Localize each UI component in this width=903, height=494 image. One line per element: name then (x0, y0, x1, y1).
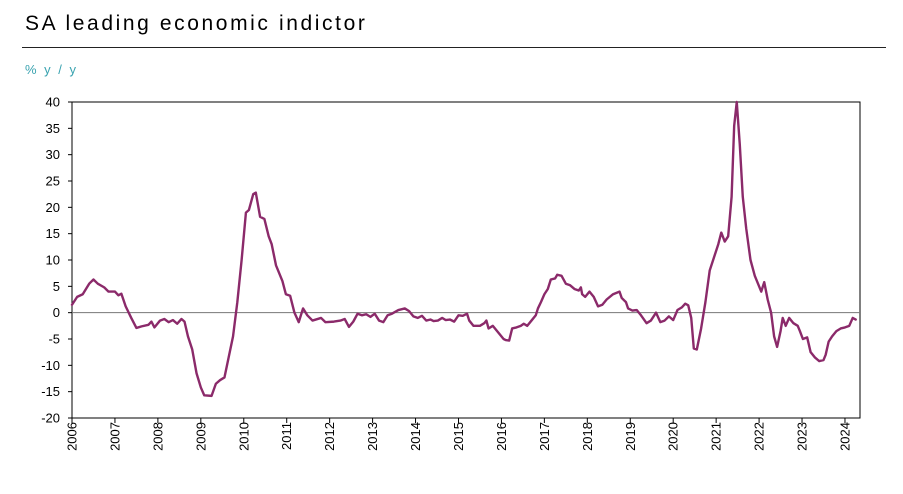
x-tick-label: 2010 (236, 422, 251, 451)
y-tick-label: 30 (46, 147, 60, 162)
x-tick-label: 2023 (795, 422, 810, 451)
x-tick-label: 2024 (837, 422, 852, 451)
y-tick-label: -20 (41, 411, 60, 426)
y-tick-label: 0 (53, 305, 60, 320)
title-divider (22, 47, 886, 48)
x-tick-label: 2013 (365, 422, 380, 451)
y-tick-label: 40 (46, 95, 60, 110)
series-line (70, 100, 857, 398)
y-tick-label: -5 (48, 332, 60, 347)
y-axis-unit-label: % y / y (25, 62, 79, 77)
y-tick-label: 15 (46, 226, 60, 241)
y-tick-label: 20 (46, 200, 60, 215)
x-tick-label: 2022 (752, 422, 767, 451)
y-tick-label: 10 (46, 253, 60, 268)
x-tick-label: 2008 (150, 422, 165, 451)
x-tick-label: 2007 (107, 422, 122, 451)
y-tick-label: 35 (46, 121, 60, 136)
x-tick-label: 2011 (279, 422, 294, 450)
x-tick-label: 2017 (537, 422, 552, 451)
x-tick-label: 2006 (65, 422, 80, 451)
x-tick-label: 2020 (666, 422, 681, 451)
y-tick-label: 25 (46, 174, 60, 189)
chart-title: SA leading economic indictor (25, 12, 368, 35)
x-tick-label: 2016 (494, 422, 509, 451)
x-tick-label: 2018 (580, 422, 595, 451)
y-tick-label: -10 (41, 358, 60, 373)
y-tick-label: -15 (41, 384, 60, 399)
x-tick-label: 2015 (451, 422, 466, 451)
x-tick-label: 2021 (709, 422, 724, 451)
x-tick-label: 2014 (408, 422, 423, 451)
x-tick-label: 2012 (322, 422, 337, 451)
y-tick-label: 5 (53, 279, 60, 294)
x-tick-label: 2019 (623, 422, 638, 451)
x-tick-label: 2009 (193, 422, 208, 451)
plot-frame (71, 101, 861, 419)
